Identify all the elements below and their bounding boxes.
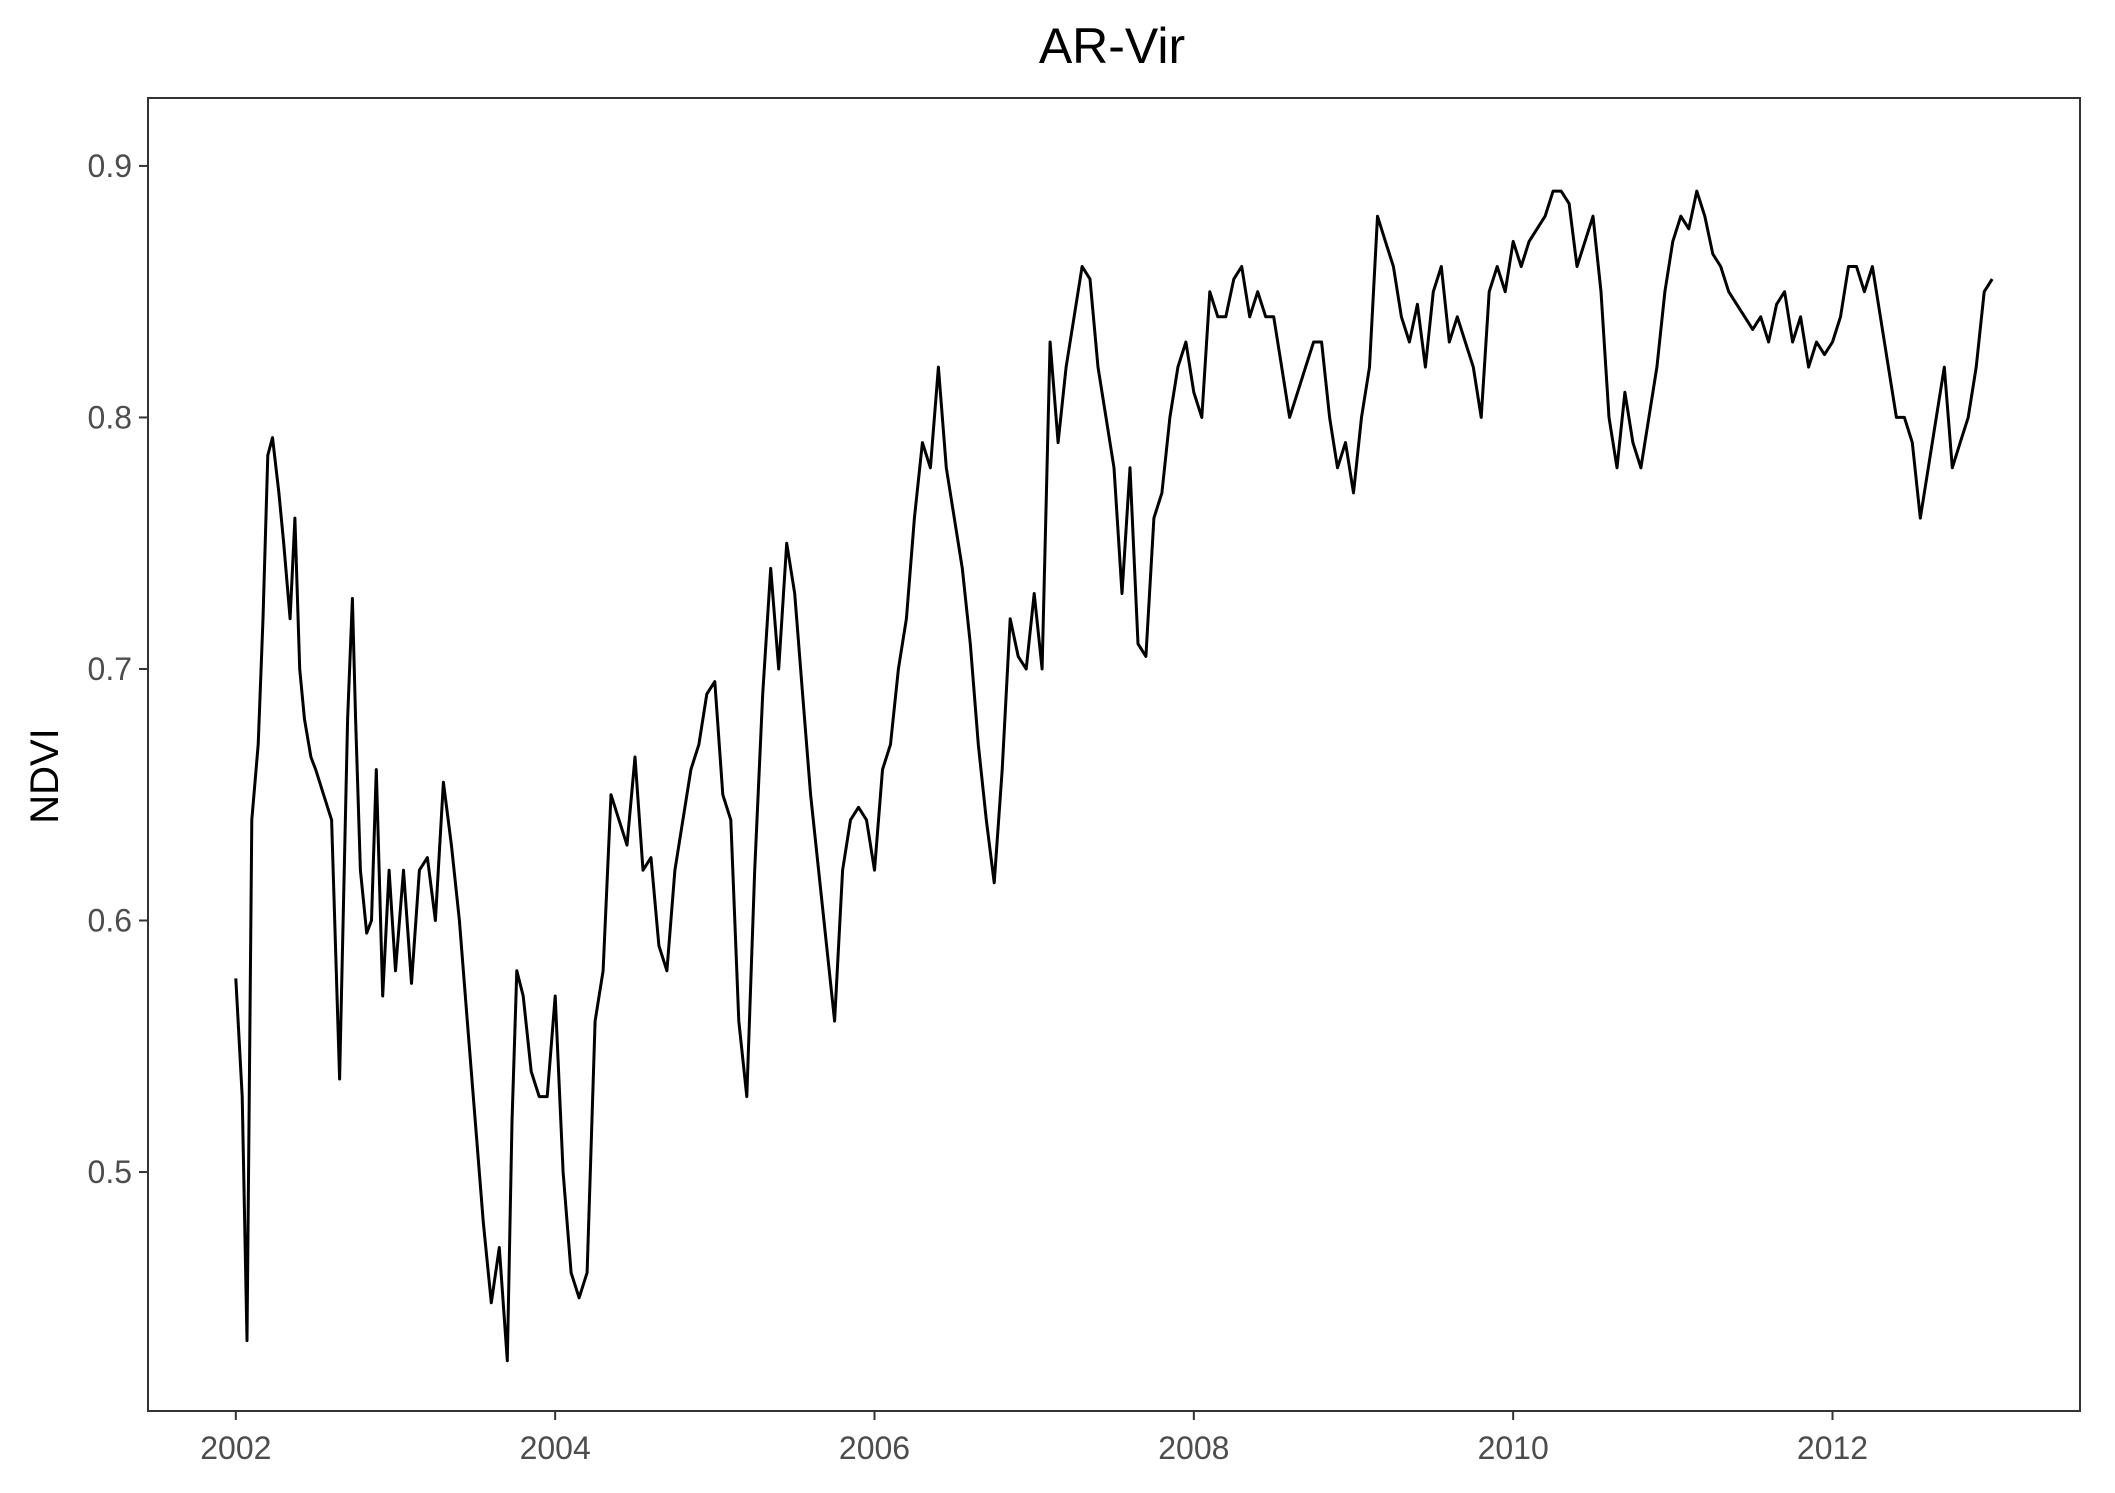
x-tick-label: 2006: [839, 1430, 910, 1466]
y-axis-label: NDVI: [23, 728, 67, 824]
x-tick-label: 2008: [1158, 1430, 1229, 1466]
ndvi-series-line: [234, 189, 1994, 1363]
x-tick-label: 2012: [1797, 1430, 1868, 1466]
x-tick-label: 2004: [520, 1430, 591, 1466]
y-tick-label: 0.8: [88, 399, 132, 435]
y-tick-label: 0.7: [88, 651, 132, 687]
y-tick-label: 0.9: [88, 148, 132, 184]
y-axis: 0.5 0.6 0.7 0.8 0.9: [88, 148, 148, 1190]
chart-title: AR-Vir: [1039, 18, 1185, 74]
y-tick-label: 0.5: [88, 1154, 132, 1190]
x-axis: 2002 2004 2006 2008 2010 2012: [200, 1411, 1868, 1466]
plot-panel: [147, 97, 2081, 1412]
x-tick-label: 2010: [1478, 1430, 1549, 1466]
x-tick-label: 2002: [200, 1430, 271, 1466]
y-tick-label: 0.6: [88, 903, 132, 939]
